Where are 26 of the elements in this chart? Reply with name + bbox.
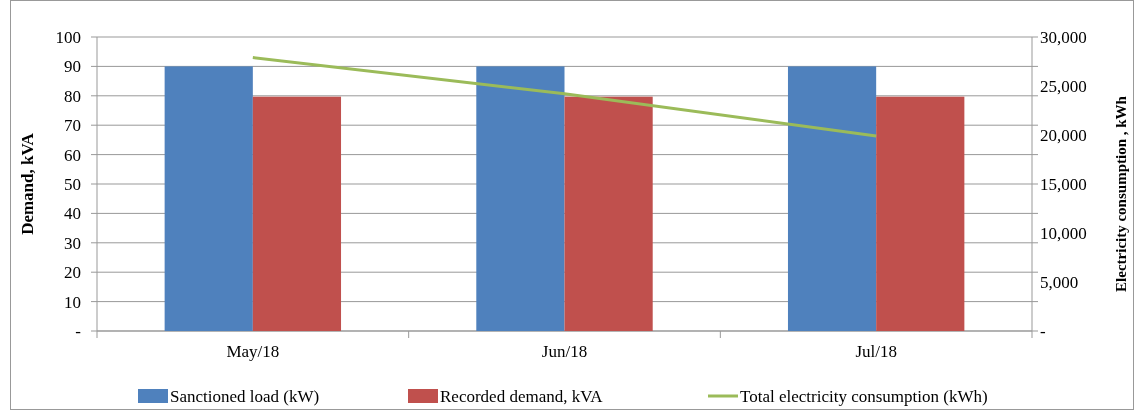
y2-tick-label: 5,000 xyxy=(1040,272,1079,292)
y-tick-label: 20 xyxy=(64,263,81,283)
x-tick-label: May/18 xyxy=(226,342,280,361)
legend-label: Sanctioned load (kW) xyxy=(170,386,320,406)
y-axis-title: Demand, kVA xyxy=(18,132,37,235)
y-tick-label: - xyxy=(75,321,82,341)
y-tick-label: 80 xyxy=(64,86,81,106)
y2-axis-title: Electricity consumption , kWh xyxy=(1113,95,1129,292)
x-tick-label: Jul/18 xyxy=(855,342,897,361)
y-tick-label: 50 xyxy=(64,174,81,194)
y2-tick-label: - xyxy=(1040,321,1046,341)
y-tick-label: 70 xyxy=(64,116,81,136)
legend-label: Recorded demand, kVA xyxy=(440,386,604,406)
y2-tick-label: 25,000 xyxy=(1040,76,1087,96)
y-tick-label: 10 xyxy=(64,292,81,312)
y-tick-label: 100 xyxy=(55,27,81,47)
y2-tick-label: 20,000 xyxy=(1040,125,1087,145)
y2-tick-label: 10,000 xyxy=(1040,223,1087,243)
y-tick-label: 30 xyxy=(64,233,81,253)
y-tick-label: 40 xyxy=(64,204,81,224)
x-tick-label: Jun/18 xyxy=(541,342,588,361)
legend-label: Total electricity consumption (kWh) xyxy=(740,386,988,406)
y2-tick-label: 15,000 xyxy=(1040,174,1087,194)
y-tick-label: 90 xyxy=(64,57,81,77)
y2-tick-label: 30,000 xyxy=(1040,27,1087,47)
y-tick-label: 60 xyxy=(64,145,81,165)
